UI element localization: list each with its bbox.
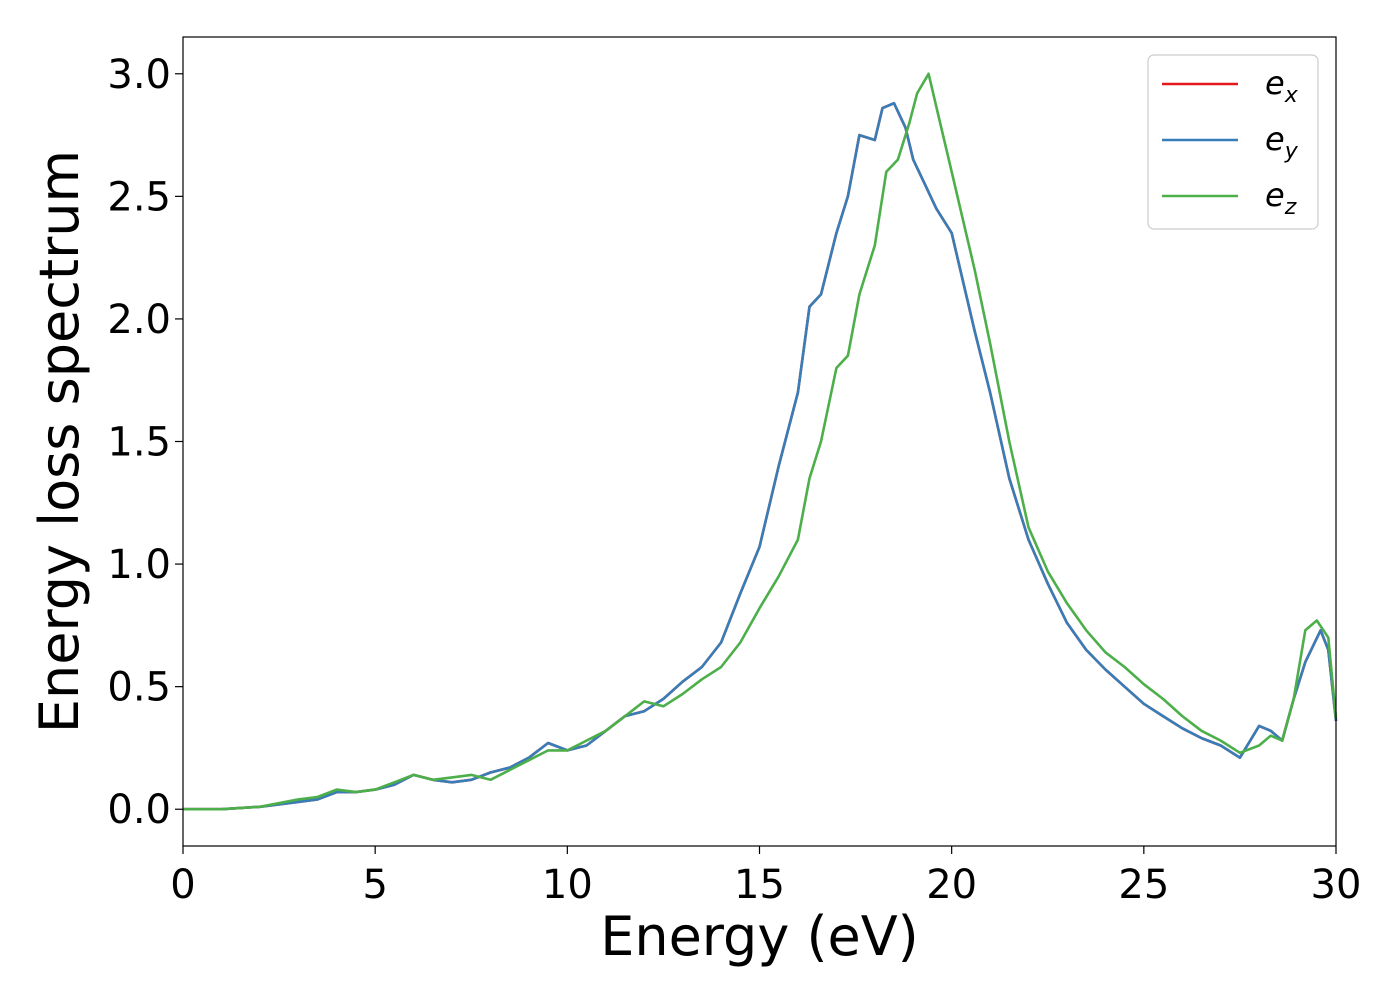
- y-axis-ticks: 0.0 0.5 1.0 1.5 2.0 2.5 3.0: [107, 52, 183, 833]
- y-tick-label: 1.0: [107, 542, 171, 588]
- y-tick-label: 2.5: [107, 174, 171, 220]
- legend-label-z: ez: [1265, 176, 1297, 220]
- y-tick-label: 0.0: [107, 787, 171, 833]
- x-axis-title: Energy (eV): [600, 905, 919, 968]
- x-tick-label: 10: [542, 862, 593, 908]
- x-tick-label: 25: [1118, 862, 1169, 908]
- y-axis-title: Energy loss spectrum: [28, 150, 91, 733]
- y-tick-label: 0.5: [107, 665, 171, 711]
- y-tick-label: 2.0: [107, 297, 171, 343]
- x-tick-label: 30: [1311, 862, 1362, 908]
- legend: ex ey ez: [1147, 54, 1319, 230]
- legend-label-y: ey: [1265, 120, 1299, 164]
- series-line-y: [183, 101, 1338, 811]
- x-tick-label: 0: [170, 862, 195, 908]
- x-tick-label: 5: [362, 862, 387, 908]
- legend-label-x: ex: [1265, 64, 1299, 108]
- x-tick-label: 15: [734, 862, 785, 908]
- plot-frame: [182, 36, 1337, 847]
- y-tick-label: 3.0: [107, 52, 171, 98]
- series-line-z: [183, 72, 1338, 811]
- x-tick-label: 20: [926, 862, 977, 908]
- y-tick-label: 1.5: [107, 420, 171, 466]
- legend-box: [1147, 54, 1319, 230]
- x-axis-ticks: 0 5 10 15 20 25 30: [170, 846, 1361, 908]
- plot-lines: [183, 72, 1338, 811]
